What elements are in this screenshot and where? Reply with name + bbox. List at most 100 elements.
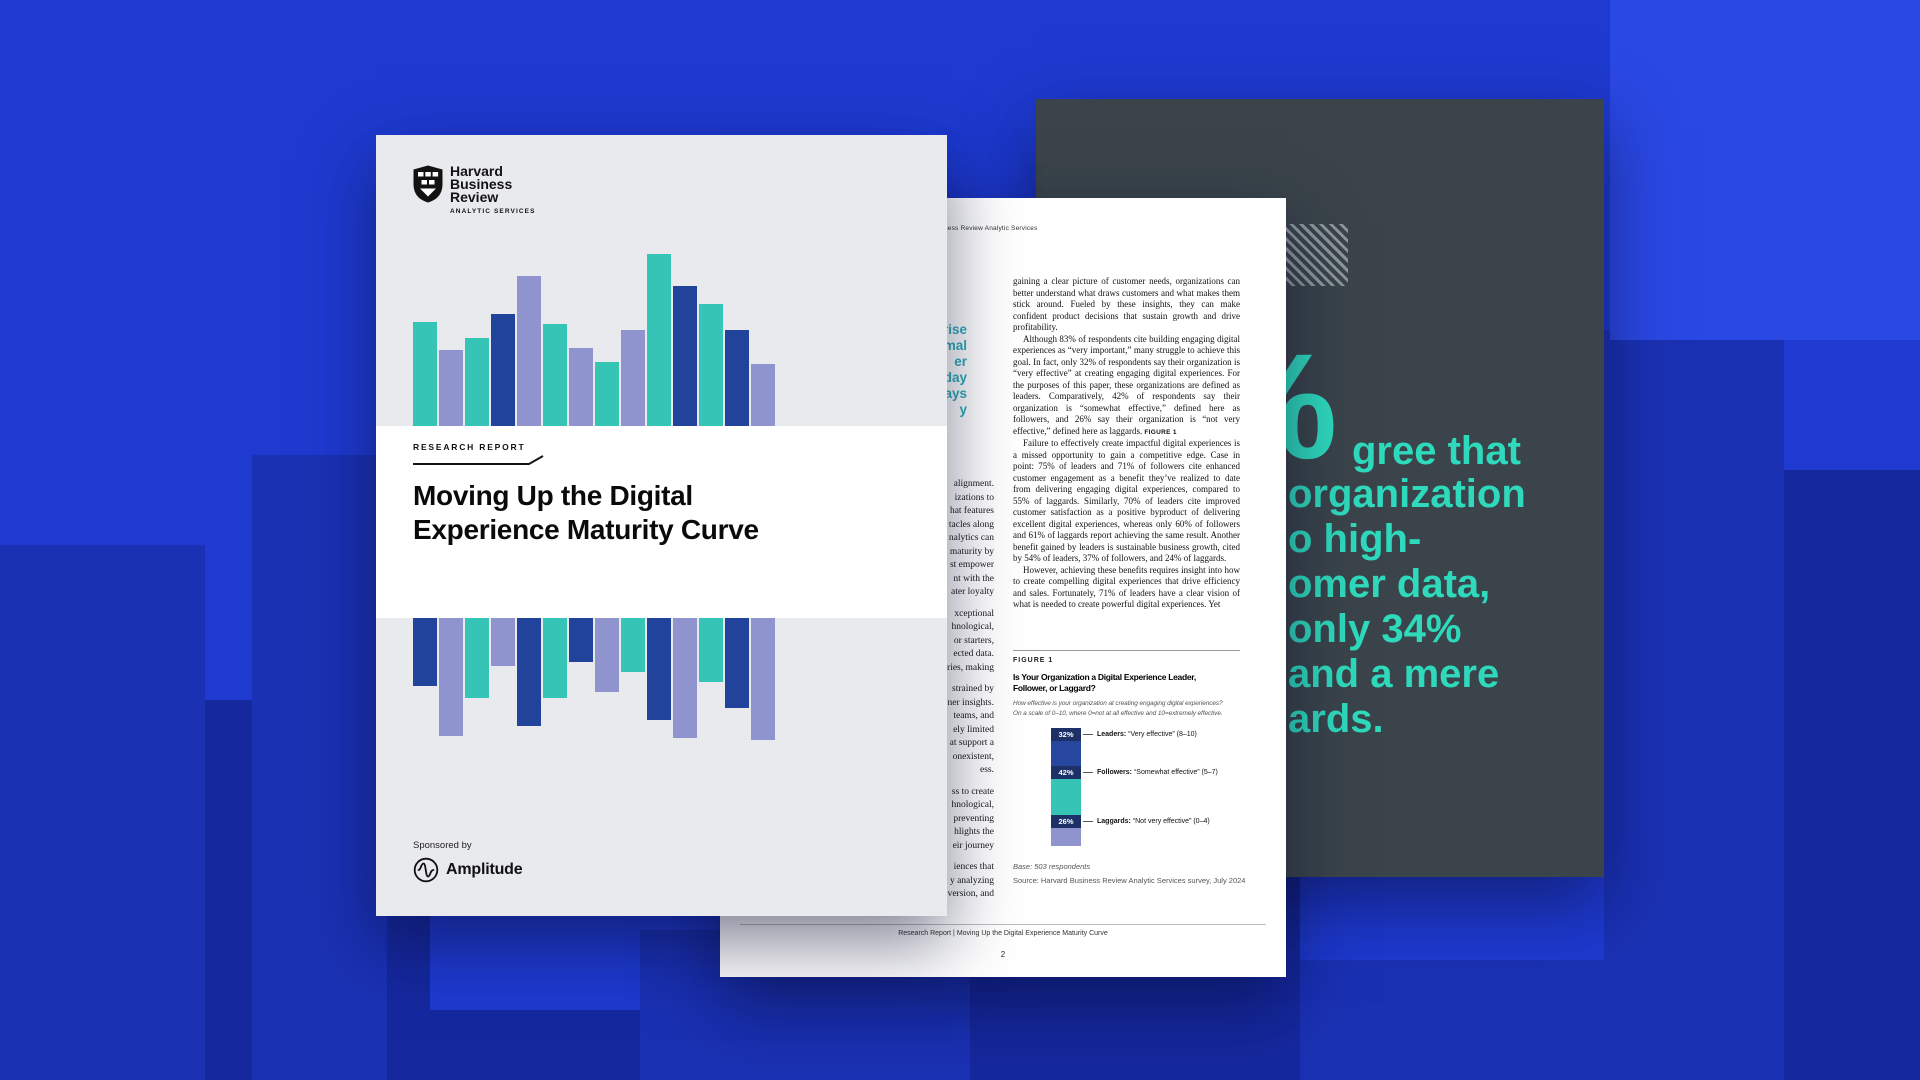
fragment-line: eir journey: [952, 840, 994, 851]
fragment-line: ely limited: [953, 724, 994, 735]
body-paragraph: However, achieving these benefits requir…: [1013, 564, 1240, 610]
decorative-bar: [725, 330, 749, 426]
hbr-wordmark: Harvard Business Review ANALYTIC SERVICE…: [450, 164, 536, 215]
figure-1: FIGURE 1 Is Your Organization a Digital …: [1013, 650, 1248, 885]
decorative-bar: [517, 618, 541, 726]
legend-group-desc: “Somewhat effective” (5–7): [1133, 768, 1218, 776]
decorative-bar: [465, 618, 489, 698]
running-header: Harvard Business Review Analytic Service…: [904, 225, 1038, 232]
decorative-bar: [621, 330, 645, 426]
stat-text-line: ards.: [1288, 697, 1384, 741]
fragment-line: onexistent,: [952, 751, 994, 762]
figure-base-note: Base: 503 respondents: [1013, 862, 1091, 871]
fragment-line: xceptional: [954, 608, 994, 619]
fragment-line: ater loyalty: [951, 587, 994, 597]
fragment-line: alignment.: [953, 479, 994, 489]
report-kicker: RESEARCH REPORT: [413, 442, 526, 452]
sponsored-by-label: Sponsored by: [413, 840, 472, 851]
background-shape: [0, 545, 205, 1080]
footer-divider: [740, 924, 1266, 925]
stat-text-line: and a mere: [1288, 652, 1500, 696]
decorative-bar: [569, 618, 593, 662]
decorative-bar: [673, 618, 697, 738]
report-title-line: Moving Up the Digital: [413, 480, 693, 511]
decorative-bar: [699, 304, 723, 426]
fragment-line: ss to create: [951, 786, 994, 797]
background-shape: [1604, 330, 1784, 1080]
hbr-shield-icon: [413, 165, 443, 203]
decorative-bar: [413, 618, 437, 686]
fragment-line: maturity by: [949, 546, 994, 557]
stat-text-line: o high-: [1288, 517, 1422, 561]
fragment-line: nalytics can: [948, 533, 994, 543]
background-shape: [1300, 960, 1620, 1080]
body-text-column: gaining a clear picture of customer need…: [1013, 276, 1240, 646]
decorative-bar: [569, 348, 593, 426]
paragraph-fragment-group: xceptional hnological, or starters, ected d…: [740, 608, 994, 676]
pull-quote-fragment-line: er: [954, 354, 967, 369]
background-shape: [1784, 470, 1920, 1080]
decorative-bar: [491, 314, 515, 426]
figure-percent-chip: 26%: [1051, 815, 1081, 829]
stat-text-line: organization: [1288, 472, 1526, 516]
figure-legend-row: Followers: “Somewhat effective” (5–7): [1097, 768, 1218, 777]
decorative-bar: [699, 618, 723, 682]
fragment-line: tacles along: [948, 519, 994, 530]
pull-quote-fragment-line: rise: [942, 322, 967, 337]
hbr-wordmark-line: Review: [450, 189, 499, 205]
figure-label: FIGURE 1: [1013, 657, 1054, 664]
fragment-line: preventing: [953, 813, 994, 824]
pull-quote-fragment-line: mal: [943, 338, 967, 353]
body-paragraph: Although 83% of respondents cite buildin…: [1013, 333, 1240, 436]
fragment-line: ries, making: [947, 662, 994, 673]
report-cover: Harvard Business Review ANALYTIC SERVICE…: [376, 135, 947, 916]
fragment-line: strained by: [952, 684, 994, 694]
fragment-line: version, and: [947, 889, 994, 899]
cover-title-band: RESEARCH REPORT Moving Up the Digital Ex…: [376, 426, 947, 618]
decorative-bar: [725, 618, 749, 708]
decorative-bar: [439, 350, 463, 426]
figure-subtitle-line: How effective is your organization at cr…: [1013, 700, 1223, 707]
legend-group-desc: “Very effective” (8–10): [1128, 731, 1197, 738]
figure-divider: [1013, 650, 1240, 651]
decorative-bar: [439, 618, 463, 736]
fragment-line: ected data.: [953, 649, 994, 659]
hbr-logo-subtitle: ANALYTIC SERVICES: [450, 208, 536, 215]
decorative-bar: [465, 338, 489, 426]
fragment-line: izations to: [954, 492, 994, 503]
decorative-bar: [621, 618, 645, 672]
background-shape: [252, 455, 387, 1080]
figure-chart: 32% Leaders: “Very effective” (8–10) 42% Fo…: [1013, 728, 1248, 848]
fragment-line: ner insights.: [947, 697, 994, 708]
paragraph-fragment-group: alignment. izations to hat features tacles …: [740, 478, 994, 600]
fragment-line: hat features: [949, 506, 994, 516]
figure-subtitle-line: On a scale of 0–10, where 0=not at all e…: [1013, 709, 1223, 717]
left-column-fragments: alignment. izations to hat features tacles …: [740, 478, 994, 902]
background-shape: [430, 1010, 640, 1080]
fragment-line: nt with the: [953, 573, 994, 584]
page-number: 2: [1000, 950, 1006, 959]
figure-legend-row: Leaders: “Very effective” (8–10): [1097, 730, 1197, 739]
fragment-line: hnological,: [951, 622, 994, 632]
hbr-logo: Harvard Business Review ANALYTIC SERVICE…: [413, 164, 536, 215]
decorative-bar: [517, 276, 541, 426]
background-shape: [1610, 0, 1920, 340]
figure-reference: FIGURE 1: [1142, 428, 1177, 436]
figure-title-line: Follower, or Laggard?: [1013, 683, 1096, 693]
fragment-line: iences that: [953, 862, 994, 872]
legend-group-name: Laggards:: [1097, 818, 1133, 826]
amplitude-icon: [413, 857, 439, 883]
body-paragraph: gaining a clear picture of customer need…: [1013, 276, 1240, 332]
stat-text-fragment: gree that: [1352, 429, 1521, 473]
figure-legend-row: Laggards: “Not very effective” (0–4): [1097, 817, 1210, 826]
kicker-underline: [413, 455, 544, 465]
amplitude-logo: Amplitude: [413, 857, 523, 883]
legend-connector-line: [1083, 734, 1093, 735]
decorative-bar: [543, 618, 567, 698]
figure-source-note: Source: Harvard Business Review Analytic…: [1013, 876, 1246, 885]
hatched-decoration: [1286, 224, 1348, 286]
decorative-bar: [647, 254, 671, 426]
decorative-bar: [751, 364, 775, 426]
fragment-line: teams, and: [953, 711, 994, 721]
fragment-line: or starters,: [953, 635, 994, 646]
